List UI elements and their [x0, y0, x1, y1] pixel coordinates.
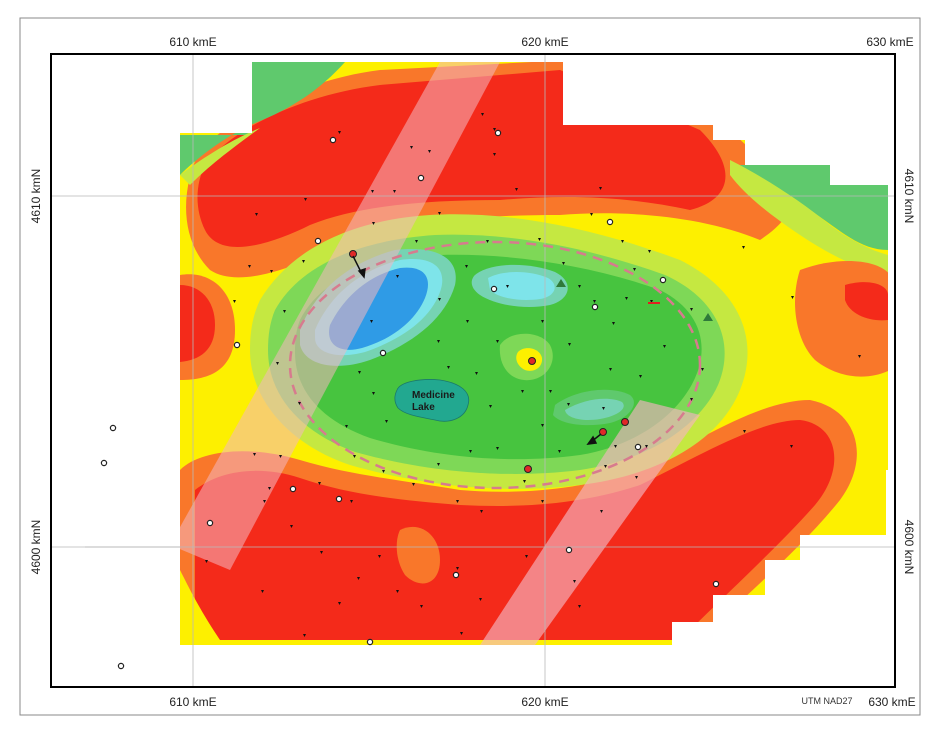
south-high-zone [180, 400, 857, 640]
caldera-rim-ellipse [288, 240, 702, 490]
outer-border [19, 17, 921, 716]
anomaly-field [180, 62, 888, 645]
map-frame [50, 53, 896, 688]
vent-triangles [556, 279, 713, 321]
x-tick-top-630: 630 kmE [866, 35, 913, 49]
lake-label-line2: Lake [412, 402, 435, 413]
y-tick-right-4610: 4610 kmN [902, 169, 916, 224]
displacement-arrows [352, 255, 602, 445]
medicine-lake [394, 379, 470, 422]
sample-sites [100, 129, 720, 670]
sw-ne-band-west [180, 62, 500, 570]
sw-ne-band-east [480, 400, 700, 645]
y-tick-left-4600: 4600 kmN [29, 520, 43, 575]
x-tick-bottom-610: 610 kmE [169, 695, 216, 709]
red-sites [349, 250, 629, 473]
y-tick-right-4600: 4600 kmN [902, 520, 916, 575]
lake-label-line1: Medicine [412, 390, 455, 401]
utm-grid [51, 54, 895, 687]
x-tick-bottom-630: 630 kmE [868, 695, 915, 709]
y-tick-left-4610: 4610 kmN [29, 169, 43, 224]
x-tick-top-610: 610 kmE [169, 35, 216, 49]
station-markers [205, 113, 861, 637]
x-tick-top-620: 620 kmE [521, 35, 568, 49]
x-tick-bottom-620: 620 kmE [521, 695, 568, 709]
datum-label: UTM NAD27 [801, 696, 852, 706]
north-high-zone [180, 62, 888, 278]
